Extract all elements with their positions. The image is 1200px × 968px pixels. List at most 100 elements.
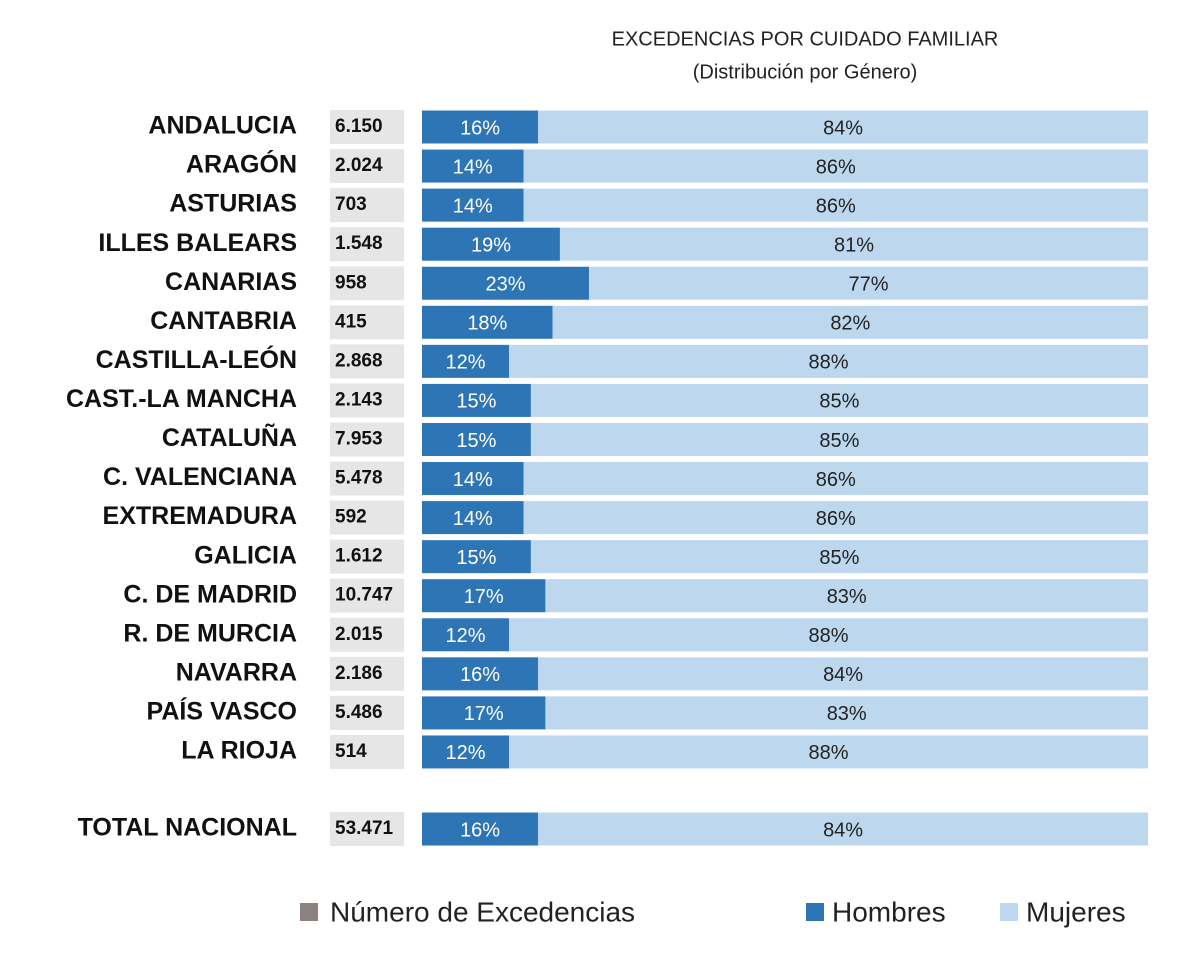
chart-title: EXCEDENCIAS POR CUIDADO FAMILIAR bbox=[612, 28, 999, 50]
value-label: 86% bbox=[816, 469, 856, 491]
value-label: 82% bbox=[830, 313, 870, 335]
count-label: 6.150 bbox=[335, 116, 383, 137]
bar-segment bbox=[538, 110, 1148, 144]
count-label: 2.868 bbox=[335, 350, 383, 371]
count-box bbox=[330, 578, 404, 613]
bar-segment bbox=[552, 305, 1148, 339]
chart-subtitle: (Distribución por Género) bbox=[693, 61, 918, 83]
legend-swatch bbox=[1000, 903, 1018, 921]
bar-segment bbox=[422, 657, 539, 691]
legend-label: Mujeres bbox=[1026, 896, 1126, 927]
value-label: 16% bbox=[460, 664, 500, 686]
count-label: 592 bbox=[335, 507, 367, 528]
count-box bbox=[330, 305, 404, 340]
category-label: ILLES BALEARS bbox=[98, 229, 297, 257]
value-label: 86% bbox=[816, 508, 856, 530]
category-label: ANDALUCIA bbox=[148, 112, 297, 140]
count-box bbox=[330, 617, 404, 652]
bar-segment bbox=[422, 735, 510, 769]
value-label: 17% bbox=[464, 586, 504, 608]
count-box bbox=[330, 656, 404, 691]
value-label: 85% bbox=[819, 391, 859, 413]
bar-segment bbox=[422, 227, 560, 261]
count-label: 415 bbox=[335, 311, 367, 332]
bar-segment bbox=[530, 422, 1148, 456]
value-label: 17% bbox=[464, 703, 504, 725]
count-box bbox=[330, 344, 404, 379]
count-label: 703 bbox=[335, 194, 367, 215]
count-label: 7.953 bbox=[335, 428, 383, 449]
count-box bbox=[330, 227, 404, 262]
value-label: 88% bbox=[809, 625, 849, 647]
value-label: 12% bbox=[446, 352, 486, 374]
bar-segment bbox=[422, 110, 539, 144]
bar-segment bbox=[530, 383, 1148, 417]
count-label: 5.478 bbox=[335, 468, 383, 489]
value-label: 88% bbox=[809, 352, 849, 374]
legend-label: Hombres bbox=[832, 896, 946, 927]
count-box bbox=[330, 500, 404, 535]
category-label: R. DE MURCIA bbox=[123, 619, 297, 647]
bar-segment bbox=[509, 618, 1148, 652]
category-label: CASTILLA-LEÓN bbox=[96, 344, 297, 374]
bar-segment bbox=[422, 344, 510, 378]
category-label: CAST.-LA MANCHA bbox=[66, 385, 297, 413]
category-label: C. VALENCIANA bbox=[103, 463, 297, 491]
count-box bbox=[330, 383, 404, 418]
count-label: 5.486 bbox=[335, 702, 383, 723]
category-label: LA RIOJA bbox=[181, 737, 297, 765]
value-label: 77% bbox=[848, 274, 888, 296]
category-label: C. DE MADRID bbox=[123, 580, 297, 608]
value-label: 84% bbox=[823, 819, 863, 841]
bar-segment bbox=[422, 266, 589, 300]
legend-swatch bbox=[300, 903, 318, 921]
count-label: 514 bbox=[335, 741, 367, 762]
category-label: ASTURIAS bbox=[169, 190, 297, 218]
count-box bbox=[330, 188, 404, 223]
count-label: 2.024 bbox=[335, 155, 383, 176]
bar-segment bbox=[509, 735, 1148, 769]
bar-segment bbox=[422, 383, 531, 417]
count-box bbox=[330, 422, 404, 457]
category-label: NAVARRA bbox=[176, 658, 297, 686]
count-box bbox=[330, 461, 404, 496]
bar-segment bbox=[422, 188, 524, 222]
value-label: 23% bbox=[485, 274, 525, 296]
value-label: 88% bbox=[809, 742, 849, 764]
bar-segment bbox=[422, 149, 524, 183]
value-label: 15% bbox=[456, 430, 496, 452]
bar-segment bbox=[422, 462, 524, 496]
bar-segment bbox=[422, 305, 553, 339]
count-label: 2.015 bbox=[335, 624, 383, 645]
value-label: 14% bbox=[453, 469, 493, 491]
bar-segment bbox=[538, 657, 1148, 691]
count-label: 2.143 bbox=[335, 389, 383, 410]
category-label: CANARIAS bbox=[165, 268, 297, 296]
bar-segment bbox=[538, 812, 1148, 846]
category-label: CATALUÑA bbox=[162, 422, 297, 452]
value-label: 15% bbox=[456, 391, 496, 413]
value-label: 12% bbox=[446, 742, 486, 764]
category-label: ARAGÓN bbox=[186, 149, 297, 179]
bar-segment bbox=[422, 696, 546, 730]
value-label: 19% bbox=[471, 234, 511, 256]
bar-segment bbox=[509, 344, 1148, 378]
bar-segment bbox=[523, 188, 1148, 222]
bar-segment bbox=[422, 812, 539, 846]
bar-segment bbox=[545, 579, 1148, 613]
category-label: GALICIA bbox=[194, 541, 297, 569]
category-label: EXTREMADURA bbox=[103, 502, 297, 530]
bar-segment bbox=[530, 540, 1148, 574]
value-label: 83% bbox=[827, 586, 867, 608]
count-box bbox=[330, 812, 404, 847]
value-label: 83% bbox=[827, 703, 867, 725]
bar-segment bbox=[422, 540, 531, 574]
count-label: 958 bbox=[335, 272, 367, 293]
value-label: 14% bbox=[453, 508, 493, 530]
value-label: 16% bbox=[460, 117, 500, 139]
count-label: 1.548 bbox=[335, 233, 383, 254]
legend-swatch bbox=[806, 903, 824, 921]
bar-segment bbox=[422, 618, 510, 652]
count-label: 53.471 bbox=[335, 818, 394, 839]
